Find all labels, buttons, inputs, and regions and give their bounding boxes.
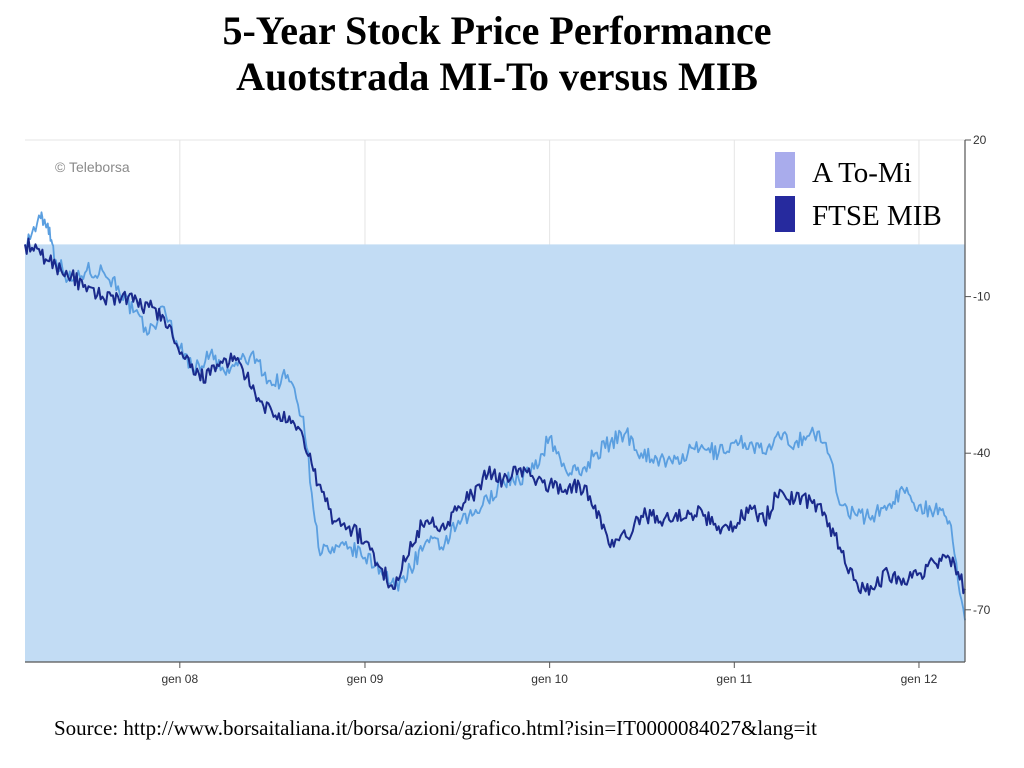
y-tick-label: -40 bbox=[973, 446, 991, 460]
legend-swatch-a-to-mi bbox=[775, 152, 795, 188]
teleborsa-credit: © Teleborsa bbox=[55, 159, 130, 175]
stock-chart: 20 -10 -40 -70 gen 08 gen 09 gen 10 gen 11 gen 1… bbox=[24, 133, 991, 686]
title-line-1: 5-Year Stock Price Performance bbox=[222, 8, 772, 53]
chart-title: 5-Year Stock Price Performance Auotstrad… bbox=[0, 8, 994, 100]
x-tick-label: gen 12 bbox=[901, 672, 938, 686]
x-tick-label: gen 11 bbox=[716, 672, 752, 686]
legend-label-a-to-mi: A To-Mi bbox=[812, 157, 912, 189]
x-tick-label: gen 09 bbox=[347, 672, 384, 686]
legend-swatch-ftse-mib bbox=[775, 196, 795, 232]
y-tick-label: -10 bbox=[973, 290, 991, 304]
axes: 20 -10 -40 -70 gen 08 gen 09 gen 10 gen 11 gen 1… bbox=[25, 133, 991, 686]
x-tick-label: gen 08 bbox=[161, 672, 198, 686]
source-note: Source: http://www.borsaitaliana.it/bors… bbox=[54, 716, 818, 740]
legend-label-ftse-mib: FTSE MIB bbox=[812, 200, 942, 232]
x-tick-label: gen 10 bbox=[531, 672, 568, 686]
series-lines bbox=[24, 211, 966, 621]
baseline-fill-area bbox=[25, 244, 965, 662]
title-line-2: Auotstrada MI-To versus MIB bbox=[236, 54, 758, 99]
series-line-a-to-mi bbox=[24, 211, 966, 621]
legend: A To-Mi FTSE MIB bbox=[775, 152, 942, 232]
series-line-ftse-mib bbox=[24, 237, 966, 596]
y-tick-label: -70 bbox=[973, 603, 991, 617]
y-tick-label: 20 bbox=[973, 133, 987, 147]
